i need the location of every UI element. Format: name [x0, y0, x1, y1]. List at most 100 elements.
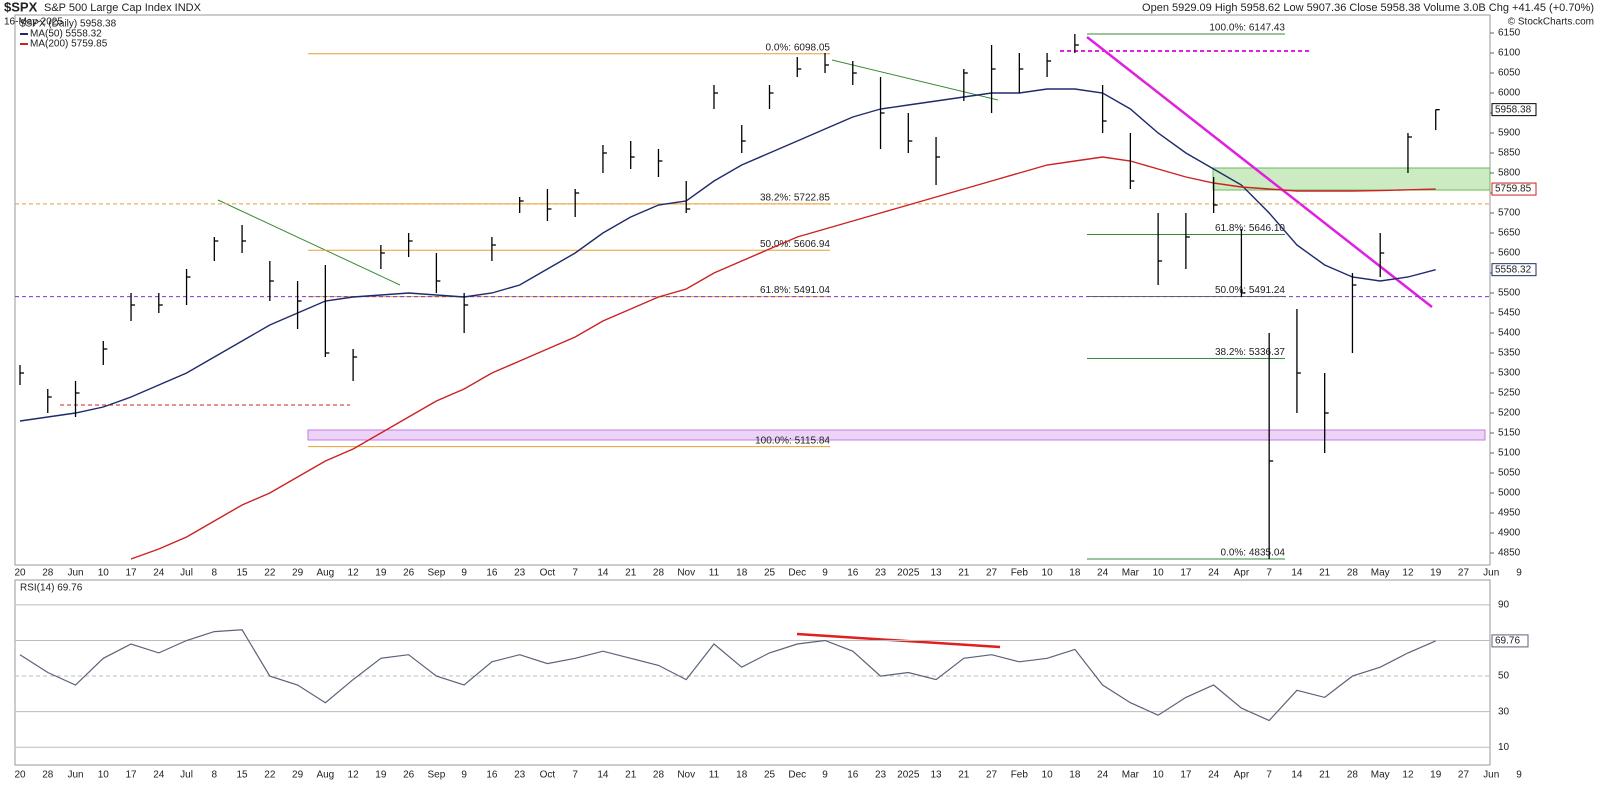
x-tick-label: 9 — [1516, 770, 1522, 781]
y-tick-label: 5300 — [1498, 368, 1521, 379]
x-tick-label: 10 — [98, 568, 110, 579]
x-tick-label: 24 — [1097, 770, 1109, 781]
y-tick-label: 5200 — [1498, 408, 1521, 419]
fib-label: 50.0%: 5491.24 — [1215, 285, 1285, 296]
x-tick-label: Jun — [67, 568, 83, 579]
last-value: 5958.38 — [1495, 104, 1532, 115]
y-tick-label: 5250 — [1498, 388, 1521, 399]
x-tick-label: 10 — [1042, 770, 1054, 781]
y-tick-label: 5100 — [1498, 448, 1521, 459]
x-tick-label: 13 — [930, 770, 942, 781]
x-tick-label: 25 — [764, 770, 776, 781]
fib-label: 0.0%: 6098.05 — [766, 42, 831, 53]
last-value-box — [1491, 182, 1537, 196]
moving-average — [130, 156, 1436, 560]
x-tick-label: 22 — [264, 770, 276, 781]
fib-label: 38.2%: 5722.85 — [760, 193, 830, 204]
legend-entry: MA(200) 5759.85 — [30, 39, 108, 50]
x-tick-label: Aug — [316, 568, 334, 579]
x-tick-label: 19 — [1430, 770, 1442, 781]
x-tick-label: 24 — [1208, 568, 1220, 579]
x-tick-label: 28 — [1347, 770, 1359, 781]
x-tick-label: 12 — [348, 770, 360, 781]
x-tick-label: 27 — [1458, 568, 1470, 579]
y-tick-label: 90 — [1498, 600, 1510, 611]
x-tick-label: 11 — [709, 568, 720, 579]
x-tick-label: 15 — [237, 770, 249, 781]
price-panel — [14, 14, 1491, 566]
x-tick-label: 19 — [375, 568, 387, 579]
y-tick-label: 5500 — [1498, 288, 1521, 299]
x-tick-label: 19 — [375, 770, 387, 781]
legend-entry: $SPX (Daily) 5958.38 — [20, 19, 117, 30]
credit: © StockCharts.com — [1508, 17, 1594, 28]
x-tick-label: Jun — [67, 770, 83, 781]
x-tick-label: 9 — [461, 568, 467, 579]
fib-label: 61.8%: 5491.04 — [760, 285, 830, 296]
x-tick-label: Aug — [316, 770, 334, 781]
last-value-box — [1491, 634, 1529, 648]
x-tick-label: 12 — [1402, 770, 1414, 781]
x-tick-label: Jul — [180, 770, 193, 781]
y-tick-label: 6050 — [1498, 68, 1521, 79]
y-tick-label: 5800 — [1498, 168, 1521, 179]
y-tick-label: 4850 — [1498, 548, 1521, 559]
x-tick-label: 16 — [847, 568, 859, 579]
y-tick-label: 6100 — [1498, 48, 1521, 59]
quote: Open 5929.09 High 5958.62 Low 5907.36 Cl… — [1142, 2, 1594, 14]
x-tick-label: 28 — [42, 568, 54, 579]
x-tick-label: 14 — [597, 770, 609, 781]
y-tick-label: 5350 — [1498, 348, 1521, 359]
x-tick-label: Nov — [677, 568, 695, 579]
x-tick-label: 10 — [1153, 770, 1165, 781]
fib-label: 38.2%: 5336.37 — [1215, 347, 1285, 358]
x-tick-label: Dec — [788, 770, 806, 781]
rsi-title: RSI(14) 69.76 — [20, 583, 83, 594]
fib-label: 100.0%: 6147.43 — [1209, 23, 1285, 34]
x-tick-label: 23 — [514, 770, 526, 781]
x-tick-label: Sep — [427, 568, 445, 579]
x-tick-label: 2025 — [897, 568, 920, 579]
x-tick-label: May — [1371, 568, 1390, 579]
x-tick-label: Jun — [1483, 770, 1499, 781]
x-tick-label: 27 — [986, 770, 998, 781]
fib-label: 0.0%: 4835.04 — [1221, 548, 1286, 559]
last-value-box — [1491, 103, 1537, 117]
x-tick-label: 21 — [958, 770, 970, 781]
trend-line — [217, 199, 401, 286]
x-tick-label: 23 — [875, 568, 887, 579]
marks: 20 20 28 28 Jun Jun 10 10 17 17 24 24 Jul Jul 8 8 15 15 22… — [14, 19, 1537, 781]
x-tick-label: 12 — [348, 568, 360, 579]
last-value: 69.76 — [1495, 636, 1520, 647]
y-tick-label: 5400 — [1498, 328, 1521, 339]
x-tick-label: 12 — [1402, 568, 1414, 579]
y-tick-label: 5900 — [1498, 128, 1521, 139]
x-tick-label: 21 — [1319, 770, 1331, 781]
x-tick-label: Apr — [1234, 568, 1250, 579]
x-tick-label: 21 — [1319, 568, 1331, 579]
x-tick-label: 8 — [212, 770, 218, 781]
x-tick-label: 26 — [403, 770, 415, 781]
x-tick-label: 26 — [403, 568, 415, 579]
x-tick-label: Nov — [677, 770, 695, 781]
x-tick-label: 9 — [1516, 568, 1522, 579]
x-tick-label: Feb — [1011, 568, 1029, 579]
x-tick-label: 7 — [1266, 770, 1272, 781]
x-tick-label: 11 — [709, 770, 720, 781]
rsi-line — [19, 629, 1436, 722]
x-tick-label: 7 — [572, 770, 578, 781]
x-tick-label: 9 — [822, 770, 828, 781]
trend-line — [831, 59, 999, 101]
last-value: 5759.85 — [1495, 184, 1532, 195]
y-tick-label: 5850 — [1498, 148, 1521, 159]
x-tick-label: 9 — [461, 770, 467, 781]
x-tick-label: 7 — [1266, 568, 1272, 579]
x-tick-label: 21 — [625, 568, 637, 579]
x-tick-label: Apr — [1234, 770, 1250, 781]
x-tick-label: Oct — [540, 568, 556, 579]
support-zone — [1212, 167, 1491, 191]
x-tick-label: 28 — [653, 770, 665, 781]
x-tick-label: May — [1371, 770, 1390, 781]
